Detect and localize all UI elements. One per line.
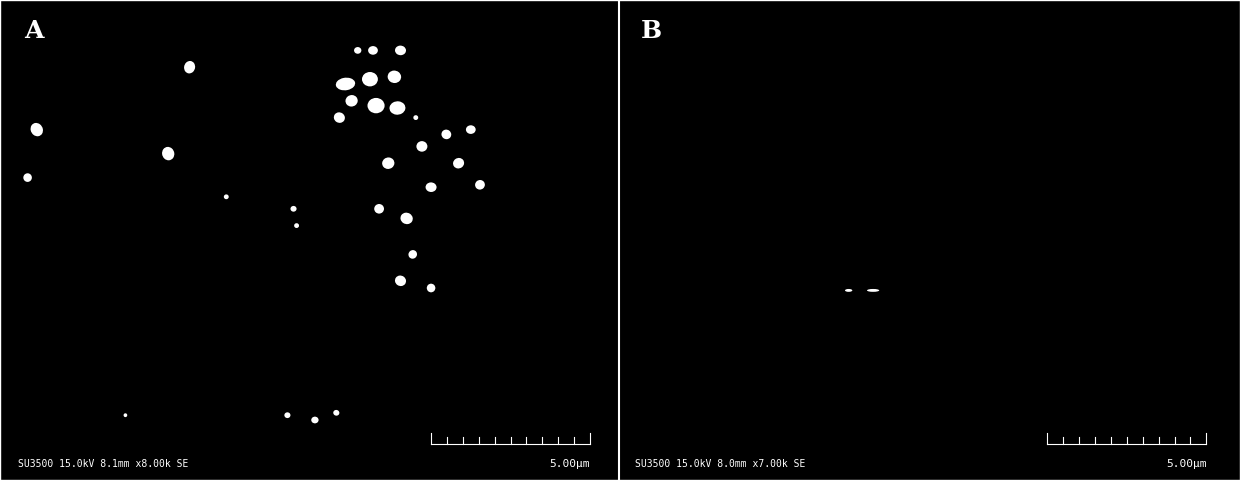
Ellipse shape <box>427 284 435 292</box>
Ellipse shape <box>362 72 378 86</box>
Ellipse shape <box>336 78 355 90</box>
Ellipse shape <box>355 47 361 54</box>
Ellipse shape <box>867 289 879 292</box>
Ellipse shape <box>413 115 418 120</box>
Ellipse shape <box>374 204 384 214</box>
Text: B: B <box>641 19 662 43</box>
Ellipse shape <box>290 206 296 212</box>
Ellipse shape <box>368 46 378 55</box>
Text: A: A <box>25 19 45 43</box>
Text: SU3500 15.0kV 8.1mm x8.00k SE: SU3500 15.0kV 8.1mm x8.00k SE <box>19 459 188 469</box>
Ellipse shape <box>367 98 384 113</box>
Ellipse shape <box>417 141 428 152</box>
Text: 5.00μm: 5.00μm <box>549 459 590 469</box>
Ellipse shape <box>334 112 345 123</box>
Ellipse shape <box>466 125 476 134</box>
Text: SU3500 15.0kV 8.0mm x7.00k SE: SU3500 15.0kV 8.0mm x7.00k SE <box>635 459 805 469</box>
Ellipse shape <box>441 130 451 139</box>
Ellipse shape <box>284 412 290 418</box>
Ellipse shape <box>294 223 299 228</box>
Ellipse shape <box>425 182 436 192</box>
Ellipse shape <box>389 101 405 115</box>
Ellipse shape <box>184 61 195 73</box>
Ellipse shape <box>346 95 357 107</box>
Ellipse shape <box>162 147 175 160</box>
Ellipse shape <box>401 213 413 224</box>
Ellipse shape <box>31 123 43 136</box>
Ellipse shape <box>224 194 228 199</box>
Ellipse shape <box>396 46 405 55</box>
Ellipse shape <box>24 173 32 182</box>
Ellipse shape <box>844 289 852 292</box>
Ellipse shape <box>382 157 394 169</box>
Ellipse shape <box>334 410 340 416</box>
Text: 5.00μm: 5.00μm <box>1166 459 1207 469</box>
Ellipse shape <box>408 250 417 259</box>
Ellipse shape <box>475 180 485 190</box>
Ellipse shape <box>124 413 128 417</box>
Ellipse shape <box>396 276 405 286</box>
Ellipse shape <box>453 158 464 168</box>
Ellipse shape <box>311 417 319 423</box>
Ellipse shape <box>388 71 401 83</box>
